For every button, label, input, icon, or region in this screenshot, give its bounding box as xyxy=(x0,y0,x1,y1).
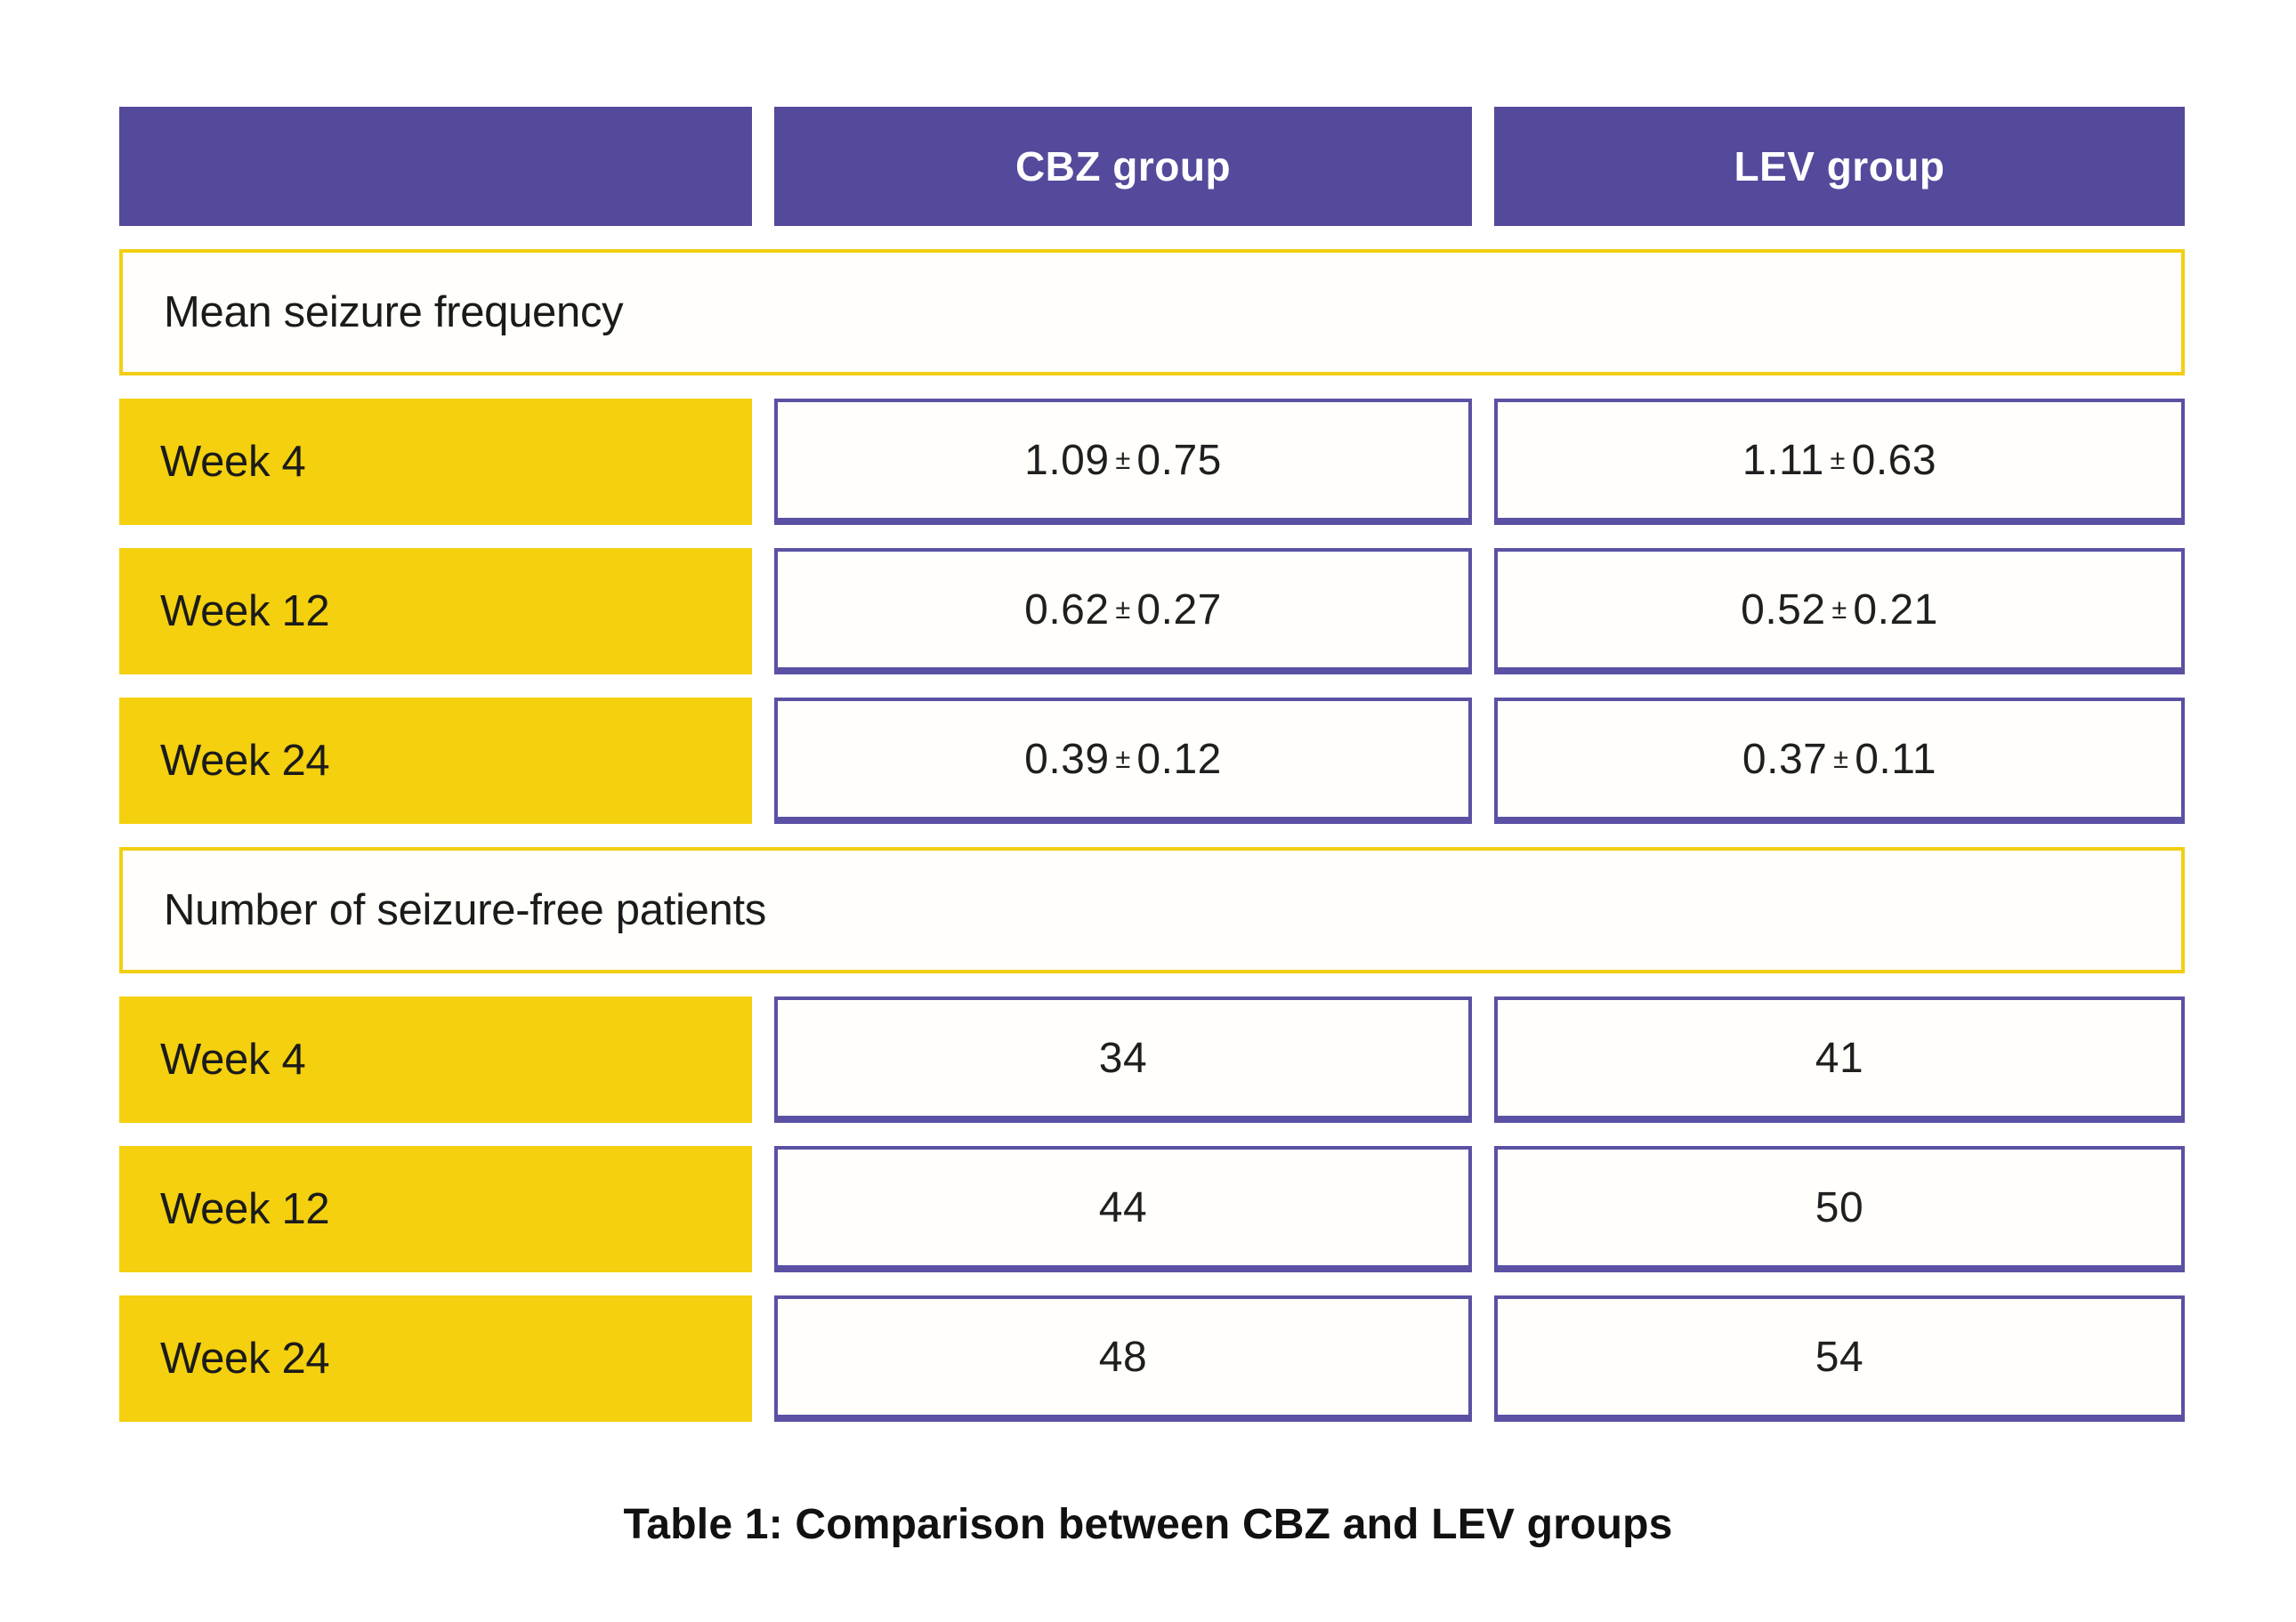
value-lev-week-24-patients: 54 xyxy=(1494,1295,2185,1422)
value-cbz-week-12-patients: 44 xyxy=(774,1146,1472,1272)
value-lev-week-4-patients: 41 xyxy=(1494,997,2185,1123)
value-lev-week-12-patients: 50 xyxy=(1494,1146,2185,1272)
row-label-week-4: Week 4 xyxy=(119,399,752,525)
row-label-week-12-patients: Week 12 xyxy=(119,1146,752,1272)
header-cell-empty xyxy=(119,107,752,226)
value-cbz-week-4-patients: 34 xyxy=(774,997,1472,1123)
value-cbz-week-12-frequency: 0.62 ±0.27 xyxy=(774,548,1472,674)
row-label-week-12: Week 12 xyxy=(119,548,752,674)
section-header-mean-seizure-frequency: Mean seizure frequency xyxy=(119,249,2185,375)
section-header-seizure-free-patients: Number of seizure-free patients xyxy=(119,847,2185,973)
value-lev-week-24-frequency: 0.37 ±0.11 xyxy=(1494,698,2185,824)
value-lev-week-4-frequency: 1.11 ±0.63 xyxy=(1494,399,2185,525)
value-cbz-week-24-frequency: 0.39 ±0.12 xyxy=(774,698,1472,824)
row-label-week-4-patients: Week 4 xyxy=(119,997,752,1123)
comparison-table: CBZ group LEV group Mean seizure frequen… xyxy=(119,107,2186,1422)
row-label-week-24-patients: Week 24 xyxy=(119,1295,752,1422)
value-cbz-week-24-patients: 48 xyxy=(774,1295,1472,1422)
value-cbz-week-4-frequency: 1.09 ±0.75 xyxy=(774,399,1472,525)
header-cell-cbz-group: CBZ group xyxy=(774,107,1472,226)
table-caption: Table 1: Comparison between CBZ and LEV … xyxy=(623,1501,1673,1548)
value-lev-week-12-frequency: 0.52 ±0.21 xyxy=(1494,548,2185,674)
row-label-week-24: Week 24 xyxy=(119,698,752,824)
header-cell-lev-group: LEV group xyxy=(1494,107,2185,226)
